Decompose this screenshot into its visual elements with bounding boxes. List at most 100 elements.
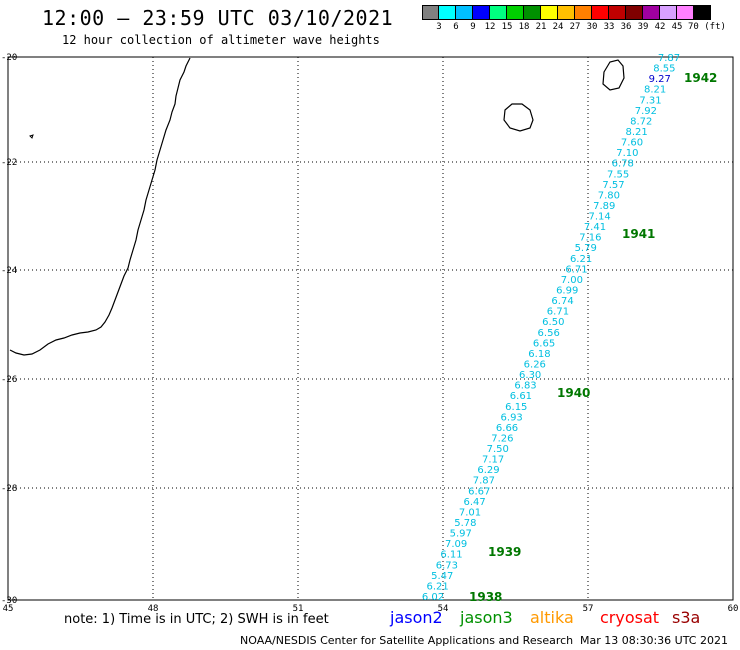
wave-height-value: 7.80 — [598, 190, 620, 201]
pass-time-label: 1939 — [488, 545, 521, 559]
legend-swatch — [456, 5, 473, 20]
legend-swatch — [694, 5, 711, 20]
lon-tick-label: 45 — [3, 604, 14, 614]
wave-height-value: 6.71 — [565, 264, 587, 275]
map-subtitle: 12 hour collection of altimeter wave hei… — [62, 33, 380, 47]
wave-height-value: 6.66 — [496, 423, 518, 434]
color-legend — [422, 5, 711, 20]
wave-height-value: 6.02 — [422, 592, 444, 603]
satellite-altika: altika — [530, 608, 574, 627]
legend-swatch — [575, 5, 592, 20]
wave-height-value: 6.73 — [436, 560, 458, 571]
wave-height-value: 7.10 — [616, 148, 638, 159]
wave-height-value: 6.61 — [510, 391, 532, 402]
legend-swatch — [507, 5, 524, 20]
legend-label: 18 — [518, 22, 530, 32]
wave-height-value: 5.79 — [575, 243, 597, 254]
wave-height-value: 7.00 — [561, 275, 583, 286]
legend-swatch — [558, 5, 575, 20]
wave-height-value: 6.29 — [477, 465, 499, 476]
madagascar-coastline — [9, 57, 191, 356]
legend-swatch — [609, 5, 626, 20]
reunion-island — [503, 103, 534, 132]
legend-swatch — [592, 5, 609, 20]
mauritius-island — [602, 59, 625, 91]
lat-tick-label: -26 — [1, 375, 17, 385]
wave-height-value: 6.21 — [570, 254, 592, 265]
small-islet — [29, 134, 34, 139]
wave-height-value: 6.11 — [440, 550, 462, 561]
legend-label: 12 — [484, 22, 496, 32]
satellite-jason2: jason2 — [390, 608, 443, 627]
legend-swatch — [524, 5, 541, 20]
legend-swatch — [490, 5, 507, 20]
legend-swatch — [643, 5, 660, 20]
legend-label: 3 — [436, 22, 442, 32]
legend-swatch — [439, 5, 456, 20]
wave-height-value: 6.93 — [501, 412, 523, 423]
wave-height-value: 9.27 — [649, 74, 671, 85]
wave-height-value: 6.26 — [524, 359, 546, 370]
lon-tick-label: 51 — [293, 604, 304, 614]
wave-height-value: 7.87 — [473, 476, 495, 487]
wave-height-value: 6.15 — [505, 402, 527, 413]
wave-height-value: 7.89 — [593, 201, 615, 212]
legend-label: 6 — [453, 22, 459, 32]
lon-tick-label: 60 — [728, 604, 739, 614]
credit-text: NOAA/NESDIS Center for Satellite Applica… — [240, 634, 574, 647]
wave-height-value: 6.21 — [426, 581, 448, 592]
lon-tick-label: 57 — [583, 604, 594, 614]
pass-time-label: 1938 — [469, 590, 502, 604]
altimeter-track: 7.878.559.278.217.317.928.728.217.607.10… — [422, 53, 680, 603]
wave-height-value: 6.50 — [542, 317, 564, 328]
legend-swatch — [541, 5, 558, 20]
legend-label: 9 — [470, 22, 476, 32]
axis-labels: 45 48 51 54 57 60 -20 -22 -24 -26 -28 -30 — [1, 53, 738, 614]
lon-tick-label: 48 — [148, 604, 159, 614]
wave-height-value: 6.47 — [464, 497, 486, 508]
legend-label: 39 — [637, 22, 649, 32]
legend-label: 24 — [552, 22, 564, 32]
wave-height-value: 7.31 — [639, 95, 661, 106]
legend-swatch — [626, 5, 643, 20]
graticule — [8, 57, 733, 600]
wave-height-value: 5.78 — [454, 518, 476, 529]
legend-label: 36 — [620, 22, 632, 32]
wave-height-value: 7.60 — [621, 138, 643, 149]
wave-height-value: 7.50 — [487, 444, 509, 455]
satellite-s3a: s3a — [672, 608, 701, 627]
wave-height-value: 7.87 — [658, 53, 680, 64]
wave-height-value: 6.83 — [514, 381, 536, 392]
wave-height-value: 7.57 — [602, 180, 624, 191]
pass-time-label: 1942 — [684, 71, 717, 85]
wave-height-value: 5.97 — [450, 529, 472, 540]
wave-height-value: 6.65 — [533, 338, 555, 349]
legend-swatch — [677, 5, 694, 20]
map-title: 12:00 – 23:59 UTC 03/10/2021 — [42, 6, 394, 30]
wave-height-value: 6.30 — [519, 370, 541, 381]
satellite-jason3: jason3 — [460, 608, 513, 627]
legend-label: 30 — [586, 22, 598, 32]
wave-height-value: 7.17 — [482, 455, 504, 466]
legend-swatch — [473, 5, 490, 20]
satellite-cryosat: cryosat — [600, 608, 660, 627]
wave-height-value: 6.18 — [528, 349, 550, 360]
legend-label: 45 — [671, 22, 683, 32]
legend-label: 15 — [501, 22, 513, 32]
legend-swatch — [422, 5, 439, 20]
pass-time-label: 1941 — [622, 227, 655, 241]
lat-tick-label: -22 — [1, 158, 17, 168]
legend-label: 42 — [654, 22, 666, 32]
wave-height-value: 6.67 — [468, 486, 490, 497]
legend-label: 21 — [535, 22, 547, 32]
credit-timestamp: Mar 13 08:30:36 UTC 2021 — [580, 634, 728, 647]
time-labels: 1942 1941 1940 1939 1938 — [469, 71, 717, 604]
lat-tick-label: -28 — [1, 484, 17, 494]
wave-height-value: 6.74 — [551, 296, 573, 307]
wave-height-value: 5.47 — [431, 571, 453, 582]
wave-height-value: 7.01 — [459, 507, 481, 518]
lat-tick-label: -30 — [1, 596, 17, 606]
legend-label: 27 — [569, 22, 581, 32]
map-frame — [7, 56, 734, 601]
